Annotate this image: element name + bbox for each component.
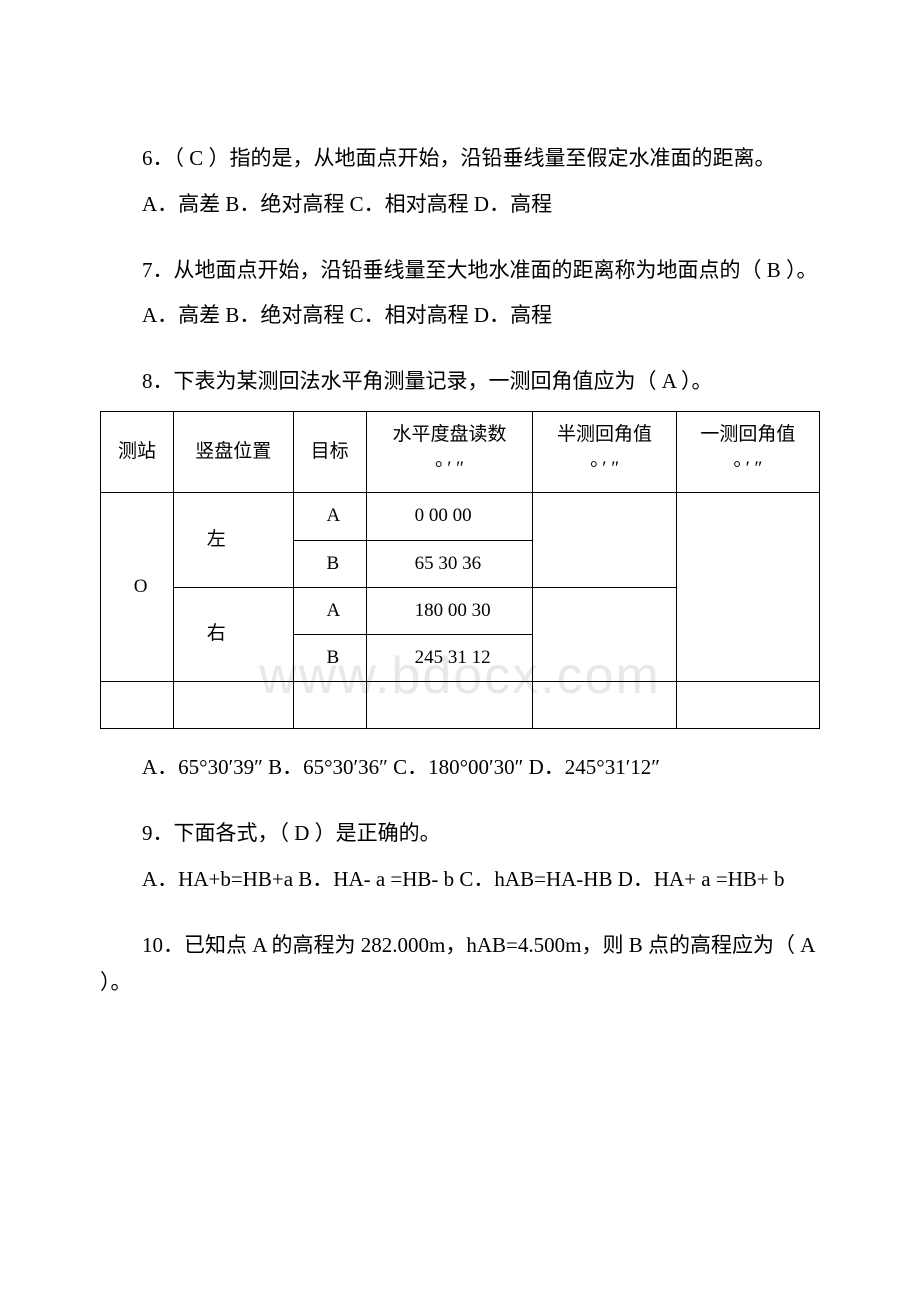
pos-right-cell: 右	[173, 587, 293, 681]
header-reading: 水平度盘读数 ° ′ ″	[366, 411, 533, 492]
header-reading-unit: ° ′ ″	[377, 452, 523, 486]
header-full: 一测回角值 ° ′ ″	[676, 411, 819, 492]
table-row: O 左 A 0 00 00	[101, 493, 820, 540]
header-half-label: 半测回角值	[543, 418, 665, 452]
q7-text: 7．从地面点开始，沿铅垂线量至大地水准面的距离称为地面点的（ B ）。	[100, 252, 820, 290]
pos-left-cell: 左	[173, 493, 293, 587]
station-cell: O	[101, 493, 174, 682]
header-full-label: 一测回角值	[687, 418, 809, 452]
half-1-cell	[533, 493, 676, 587]
question-6: 6．（ C ）指的是，从地面点开始，沿铅垂线量至假定水准面的距离。 A．高差 B…	[100, 140, 820, 224]
reading-a1-cell: 0 00 00	[366, 493, 533, 540]
empty-cell	[101, 682, 174, 729]
header-full-unit: ° ′ ″	[687, 452, 809, 486]
angle-measurement-table: 测站 竖盘位置 目标 水平度盘读数 ° ′ ″ 半测回角值 ° ′ ″ 一测回角	[100, 411, 820, 729]
empty-cell	[173, 682, 293, 729]
empty-cell	[366, 682, 533, 729]
question-7: 7．从地面点开始，沿铅垂线量至大地水准面的距离称为地面点的（ B ）。 A．高差…	[100, 252, 820, 336]
q6-text: 6．（ C ）指的是，从地面点开始，沿铅垂线量至假定水准面的距离。	[100, 140, 820, 178]
q6-options: A．高差 B．绝对高程 C．相对高程 D．高程	[100, 186, 820, 224]
table-header-row: 测站 竖盘位置 目标 水平度盘读数 ° ′ ″ 半测回角值 ° ′ ″ 一测回角	[101, 411, 820, 492]
target-a2-cell: A	[293, 587, 366, 634]
half-2-cell	[533, 587, 676, 681]
question-10: 10．已知点 A 的高程为 282.000m，hAB=4.500m，则 B 点的…	[100, 927, 820, 1003]
header-half: 半测回角值 ° ′ ″	[533, 411, 676, 492]
header-reading-label: 水平度盘读数	[377, 418, 523, 452]
question-9: 9．下面各式，（ D ）是正确的。 A．HA+b=HB+a B．HA- a =H…	[100, 815, 820, 899]
header-dial-label: 竖盘位置	[195, 441, 271, 462]
reading-b2-cell: 245 31 12	[366, 634, 533, 681]
document-content: 6．（ C ）指的是，从地面点开始，沿铅垂线量至假定水准面的距离。 A．高差 B…	[100, 140, 820, 1002]
angle-table-wrapper: 测站 竖盘位置 目标 水平度盘读数 ° ′ ″ 半测回角值 ° ′ ″ 一测回角	[100, 411, 820, 729]
q8-text: 8．下表为某测回法水平角测量记录，一测回角值应为（ A ）。	[100, 363, 820, 401]
header-station: 测站	[101, 411, 174, 492]
header-dial-pos: 竖盘位置	[173, 411, 293, 492]
empty-cell	[533, 682, 676, 729]
header-target-label: 目标	[311, 441, 349, 462]
target-b2-cell: B	[293, 634, 366, 681]
reading-b1-cell: 65 30 36	[366, 540, 533, 587]
header-station-label: 测站	[118, 441, 156, 462]
q9-text: 9．下面各式，（ D ）是正确的。	[100, 815, 820, 853]
q9-options: A．HA+b=HB+a B．HA- a =HB- b C．hAB=HA-HB D…	[100, 861, 820, 899]
q7-options: A．高差 B．绝对高程 C．相对高程 D．高程	[100, 297, 820, 335]
reading-a2-cell: 180 00 30	[366, 587, 533, 634]
empty-cell	[293, 682, 366, 729]
header-target: 目标	[293, 411, 366, 492]
q10-text: 10．已知点 A 的高程为 282.000m，hAB=4.500m，则 B 点的…	[100, 927, 820, 1003]
full-cell	[676, 493, 819, 682]
header-half-unit: ° ′ ″	[543, 452, 665, 486]
q8-options: A．65°30′39″ B．65°30′36″ C．180°00′30″ D．2…	[100, 749, 820, 787]
target-a1-cell: A	[293, 493, 366, 540]
empty-cell	[676, 682, 819, 729]
target-b1-cell: B	[293, 540, 366, 587]
table-empty-row	[101, 682, 820, 729]
